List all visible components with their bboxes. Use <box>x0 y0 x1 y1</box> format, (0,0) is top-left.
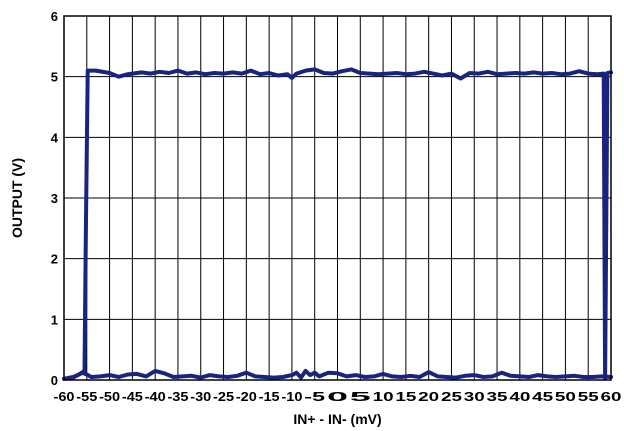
y-tick-label: 0 <box>51 373 58 388</box>
x-tick-labels: -60 -55 -50 -45 -40 -35 -30 -25 -20 -15 -10 -5 0 5 10 1… <box>54 389 622 404</box>
series-group <box>62 67 613 381</box>
x-tick-label: -45 <box>122 389 143 404</box>
x-tick-label: 20 <box>418 389 439 404</box>
x-tick-label: -20 <box>236 389 257 404</box>
series-line <box>62 67 613 381</box>
x-tick-label: -10 <box>281 389 302 404</box>
x-tick-label: -25 <box>213 389 234 404</box>
x-tick-label: -60 <box>54 389 75 404</box>
y-tick-label: 3 <box>51 191 58 206</box>
x-tick-label: 60 <box>601 389 622 404</box>
x-tick-label: 50 <box>555 389 576 404</box>
y-tick-labels: 0 1 2 3 4 5 6 <box>51 9 59 388</box>
x-tick-label: 35 <box>487 389 508 404</box>
y-tick-label: 5 <box>51 70 58 85</box>
x-tick-label: 0 <box>327 389 348 404</box>
y-tick-label: 1 <box>51 312 58 327</box>
x-tick-label: -50 <box>99 389 120 404</box>
x-tick-label: -30 <box>190 389 211 404</box>
x-axis-label: IN+ - IN- (mV) <box>293 411 381 427</box>
x-tick-label: -55 <box>76 389 97 404</box>
x-tick-label: 45 <box>532 389 553 404</box>
x-tick-label: 30 <box>464 389 485 404</box>
x-tick-label: 40 <box>509 389 530 404</box>
y-axis-label: OUTPUT (V) <box>9 158 25 238</box>
x-tick-label: 10 <box>373 389 394 404</box>
x-tick-label: 55 <box>578 389 599 404</box>
x-tick-label: -15 <box>259 389 280 404</box>
series-line <box>62 368 613 381</box>
x-tick-label: -5 <box>304 389 325 404</box>
x-tick-label: -40 <box>145 389 166 404</box>
x-tick-label: 5 <box>350 389 371 404</box>
x-tick-label: -35 <box>167 389 188 404</box>
x-tick-label: 15 <box>395 389 416 404</box>
y-tick-label: 2 <box>51 252 58 267</box>
y-tick-label: 6 <box>51 9 58 24</box>
y-tick-label: 4 <box>51 130 59 145</box>
x-tick-label: 25 <box>441 389 462 404</box>
plot-frame <box>63 15 612 381</box>
